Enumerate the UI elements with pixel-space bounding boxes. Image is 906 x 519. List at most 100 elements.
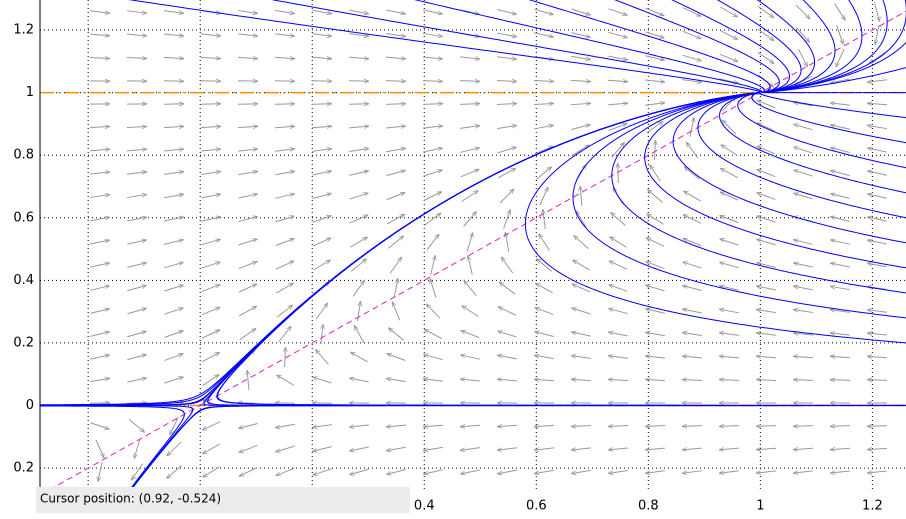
field-arrow (460, 168, 480, 178)
field-arrow (312, 216, 332, 223)
field-arrow (793, 333, 813, 335)
field-arrow (645, 103, 665, 106)
field-arrow (793, 170, 813, 177)
field-arrow (721, 145, 738, 156)
field-arrow (284, 347, 285, 368)
field-arrow (275, 149, 295, 152)
field-arrow (756, 471, 776, 473)
field-arrow (645, 356, 665, 358)
field-arrow (571, 356, 591, 359)
field-arrow (247, 370, 249, 391)
field-arrow (127, 10, 147, 14)
field-arrow (830, 286, 850, 291)
field-arrow (423, 354, 443, 361)
field-arrow (200, 126, 221, 127)
field-arrow (126, 57, 147, 58)
field-arrow (238, 9, 258, 13)
field-arrow (423, 148, 443, 153)
field-arrow (201, 352, 220, 363)
field-arrow (830, 471, 850, 473)
field-arrow (830, 310, 850, 313)
field-arrow (571, 469, 591, 473)
field-arrow (131, 463, 144, 480)
field-arrow (793, 380, 814, 381)
trajectory (40, 405, 184, 413)
field-arrow (313, 260, 330, 271)
field-arrow (275, 238, 295, 246)
field-arrow (719, 262, 739, 269)
field-arrow (388, 328, 405, 341)
field-arrow (460, 148, 479, 153)
field-arrow (497, 355, 517, 360)
field-arrow (164, 285, 183, 292)
field-arrow (536, 259, 552, 272)
field-arrow (274, 57, 295, 58)
field-arrow (464, 280, 477, 297)
field-arrow (682, 7, 701, 17)
field-arrow (609, 260, 628, 270)
y-tick-label: 0.2 (13, 335, 34, 350)
field-arrow (95, 439, 105, 458)
field-arrow (830, 148, 850, 153)
field-arrow (719, 333, 739, 336)
trajectory (144, 1, 761, 93)
field-arrow (202, 421, 221, 431)
field-arrow (127, 263, 146, 268)
field-arrow (423, 379, 443, 382)
field-arrow (275, 216, 294, 223)
field-arrow (349, 446, 369, 451)
field-arrow (386, 191, 406, 201)
field-arrow (497, 447, 517, 451)
trajectory (751, 92, 906, 144)
field-arrow (386, 148, 406, 153)
field-arrow (276, 467, 295, 477)
field-arrow (683, 214, 702, 224)
field-arrow (497, 379, 518, 381)
field-arrow (350, 237, 367, 248)
field-arrow (830, 103, 850, 105)
field-arrow (534, 379, 555, 381)
field-arrow (682, 426, 703, 427)
field-arrow (163, 34, 184, 36)
field-arrow (163, 149, 184, 151)
field-arrow (867, 79, 887, 82)
field-arrow (312, 33, 332, 37)
field-arrow (609, 285, 628, 292)
field-arrow (352, 280, 364, 297)
field-arrow (127, 194, 147, 199)
field-arrow (684, 167, 701, 180)
field-arrow (202, 443, 220, 454)
field-arrow (654, 140, 655, 161)
field-arrow (686, 142, 699, 159)
field-arrow (571, 124, 590, 130)
field-arrow (349, 9, 369, 14)
field-arrow (238, 171, 258, 176)
field-arrow (756, 263, 776, 268)
x-tick-label: 0.4 (414, 499, 435, 514)
field-arrow (201, 217, 220, 222)
field-arrow (867, 194, 887, 199)
field-arrow (645, 448, 666, 450)
field-arrow (462, 306, 479, 317)
field-arrow (497, 331, 517, 338)
field-arrow (167, 441, 182, 456)
field-arrow (276, 375, 294, 386)
field-arrow (794, 75, 812, 86)
trajectory (737, 92, 906, 169)
field-arrow (795, 4, 810, 19)
field-arrow (386, 170, 405, 177)
plot-area (40, 0, 906, 490)
field-arrow (316, 349, 329, 365)
field-arrow (535, 167, 551, 180)
cursor-position: Cursor position: (0.92, -0.524) (40, 492, 221, 506)
field-arrow (499, 189, 514, 204)
field-arrow (757, 193, 776, 200)
field-arrow (278, 326, 291, 343)
field-arrow (647, 214, 664, 225)
field-arrow (608, 123, 628, 132)
field-arrow (349, 148, 369, 153)
field-arrow (645, 285, 665, 292)
field-arrow (127, 240, 147, 245)
field-arrow (237, 57, 258, 58)
field-arrow (867, 171, 887, 176)
